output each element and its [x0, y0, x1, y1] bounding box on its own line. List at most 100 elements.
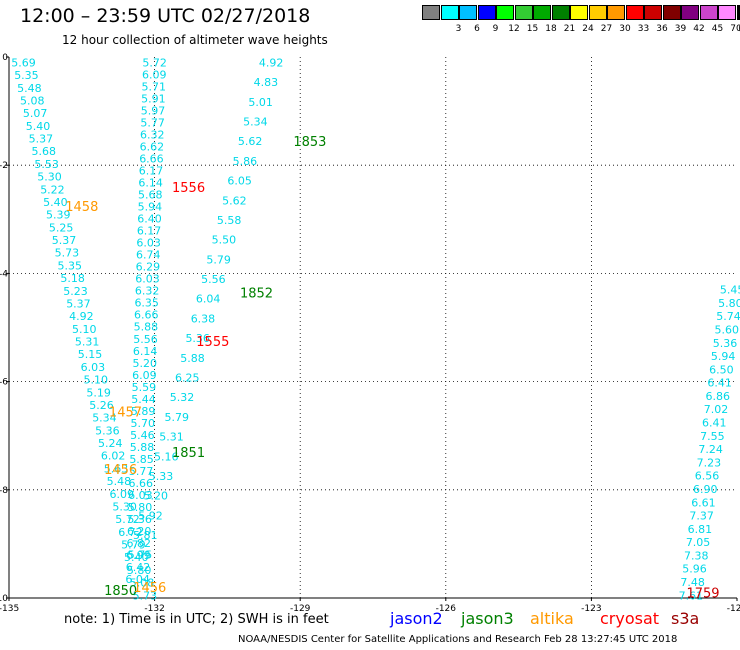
wave-height-value: 6.17 [139, 165, 164, 178]
pass-time-label: 1556 [172, 181, 205, 196]
wave-height-value: 6.09 [110, 488, 135, 501]
wave-height-value: 5.19 [86, 386, 111, 399]
wave-height-value: 7.24 [698, 443, 723, 456]
wave-height-value: 6.03 [128, 489, 153, 502]
wave-height-value: 6.61 [691, 496, 716, 509]
pass-time-label: 1457 [109, 405, 142, 420]
wave-height-value: 6.62 [140, 141, 165, 154]
legend-swatch [625, 5, 644, 20]
wave-height-value: 5.20 [144, 490, 169, 503]
wave-height-value: 5.30 [112, 500, 137, 513]
wave-height-value: 5.58 [217, 214, 242, 227]
legend-label: 36 [656, 24, 668, 34]
wave-height-value: 5.01 [248, 96, 273, 109]
wave-height-value: 5.50 [212, 234, 237, 247]
wave-height-value: 5.73 [55, 247, 80, 260]
wave-height-value: 5.72 [142, 56, 167, 69]
lat-tick-label: -6 [0, 378, 8, 388]
wave-height-value: 6.09 [142, 68, 167, 81]
wave-height-value: 5.36 [127, 513, 152, 526]
legend-label: 70 [730, 24, 740, 34]
legend-swatch [681, 5, 699, 20]
wave-height-value: 6.03 [135, 273, 160, 286]
pass-time-label: 1555 [196, 335, 229, 350]
wave-height-value: 5.79 [164, 411, 189, 424]
wave-height-value: 5.56 [201, 273, 226, 286]
legend-label: 9 [492, 24, 499, 34]
wave-height-value: 6.32 [140, 129, 165, 142]
lon-tick-label: -132 [144, 604, 164, 614]
wave-height-value: 6.05 [227, 175, 252, 188]
wave-height-value: 5.63 [104, 462, 129, 475]
legend-label: 18 [545, 24, 557, 34]
wave-height-value: 5.80 [718, 297, 740, 310]
footer-credit: NOAA/NESDIS Center for Satellite Applica… [238, 634, 678, 645]
wave-height-value: 6.99 [126, 549, 151, 562]
wave-height-value: 5.62 [222, 194, 247, 207]
wave-height-value: 6.14 [133, 345, 158, 358]
wave-height-value: 6.42 [126, 561, 151, 574]
wave-height-value: 6.29 [136, 261, 161, 274]
wave-height-value: 5.40 [43, 196, 68, 209]
satellite-name: s3a [671, 609, 700, 628]
wave-height-value: 5.34 [243, 115, 268, 128]
wave-height-value: 5.23 [63, 285, 88, 298]
wave-height-value: 6.41 [707, 377, 732, 390]
wave-height-value: 5.94 [138, 201, 163, 214]
wave-height-value: 5.08 [20, 94, 45, 107]
wave-height-value: 5.85 [129, 453, 154, 466]
lon-tick-label: -129 [290, 604, 311, 614]
wave-height-value: 5.70 [130, 417, 155, 430]
wave-height-value: 5.32 [170, 391, 195, 404]
wave-height-value: 6.86 [706, 390, 731, 403]
wave-height-value: 5.36 [713, 337, 738, 350]
lat-tick-label: 0 [2, 53, 8, 63]
wave-height-value: 5.20 [132, 357, 157, 370]
legend-label: 27 [600, 24, 613, 34]
lat-tick-label: -8 [0, 486, 8, 496]
legend-label: 15 [526, 24, 539, 34]
wave-height-value: 6.50 [709, 363, 734, 376]
wave-height-value: 5.45 [720, 284, 740, 297]
pass-time-label: 1852 [240, 286, 273, 301]
wave-height-value: 5.60 [715, 323, 740, 336]
pass-time-label: 1851 [172, 446, 205, 461]
lon-tick-label: -120 [727, 604, 740, 614]
wave-height-value: 5.37 [29, 133, 54, 146]
wave-height-value: 4.83 [254, 76, 279, 89]
wave-height-value: 6.66 [129, 477, 154, 490]
wave-height-value: 5.88 [134, 321, 159, 334]
wave-height-value: 5.77 [140, 116, 165, 129]
wave-height-value: 6.14 [138, 177, 163, 190]
legend-swatch [533, 5, 551, 20]
wave-height-value: 5.94 [711, 350, 736, 363]
lon-tick-label: -135 [0, 604, 19, 614]
wave-height-value: 5.92 [138, 509, 163, 522]
wave-height-value: 5.36 [185, 332, 210, 345]
wave-height-value: 5.07 [23, 107, 48, 120]
wave-height-value: 7.23 [697, 456, 722, 469]
wave-height-value: 5.35 [58, 259, 83, 272]
legend-swatch [607, 5, 625, 20]
legend-unit: (ft) [730, 24, 740, 34]
pass-time-label: 1456 [104, 463, 137, 478]
satellite-name: altika [530, 609, 574, 628]
legend-swatch [459, 5, 477, 20]
wave-height-value: 5.59 [132, 381, 157, 394]
legend-swatch [718, 5, 736, 20]
lon-tick-label: -123 [581, 604, 601, 614]
wave-height-value: 6.66 [134, 309, 159, 322]
wave-height-value: 5.30 [37, 171, 62, 184]
satellite-name: jason3 [461, 609, 514, 628]
wave-height-value: 5.25 [49, 221, 74, 234]
legend-label: 33 [637, 24, 650, 34]
legend-swatch [736, 5, 740, 20]
wave-height-value: 5.24 [98, 437, 123, 450]
legend-label: 6 [474, 24, 480, 34]
wave-height-value: 6.40 [137, 213, 162, 226]
wave-height-value: 5.18 [60, 272, 85, 285]
wave-height-value: 6.72 [118, 526, 143, 539]
wave-height-value: 6.02 [101, 450, 126, 463]
wave-height-value: 5.71 [142, 80, 167, 93]
legend-label: 12 [508, 24, 520, 34]
